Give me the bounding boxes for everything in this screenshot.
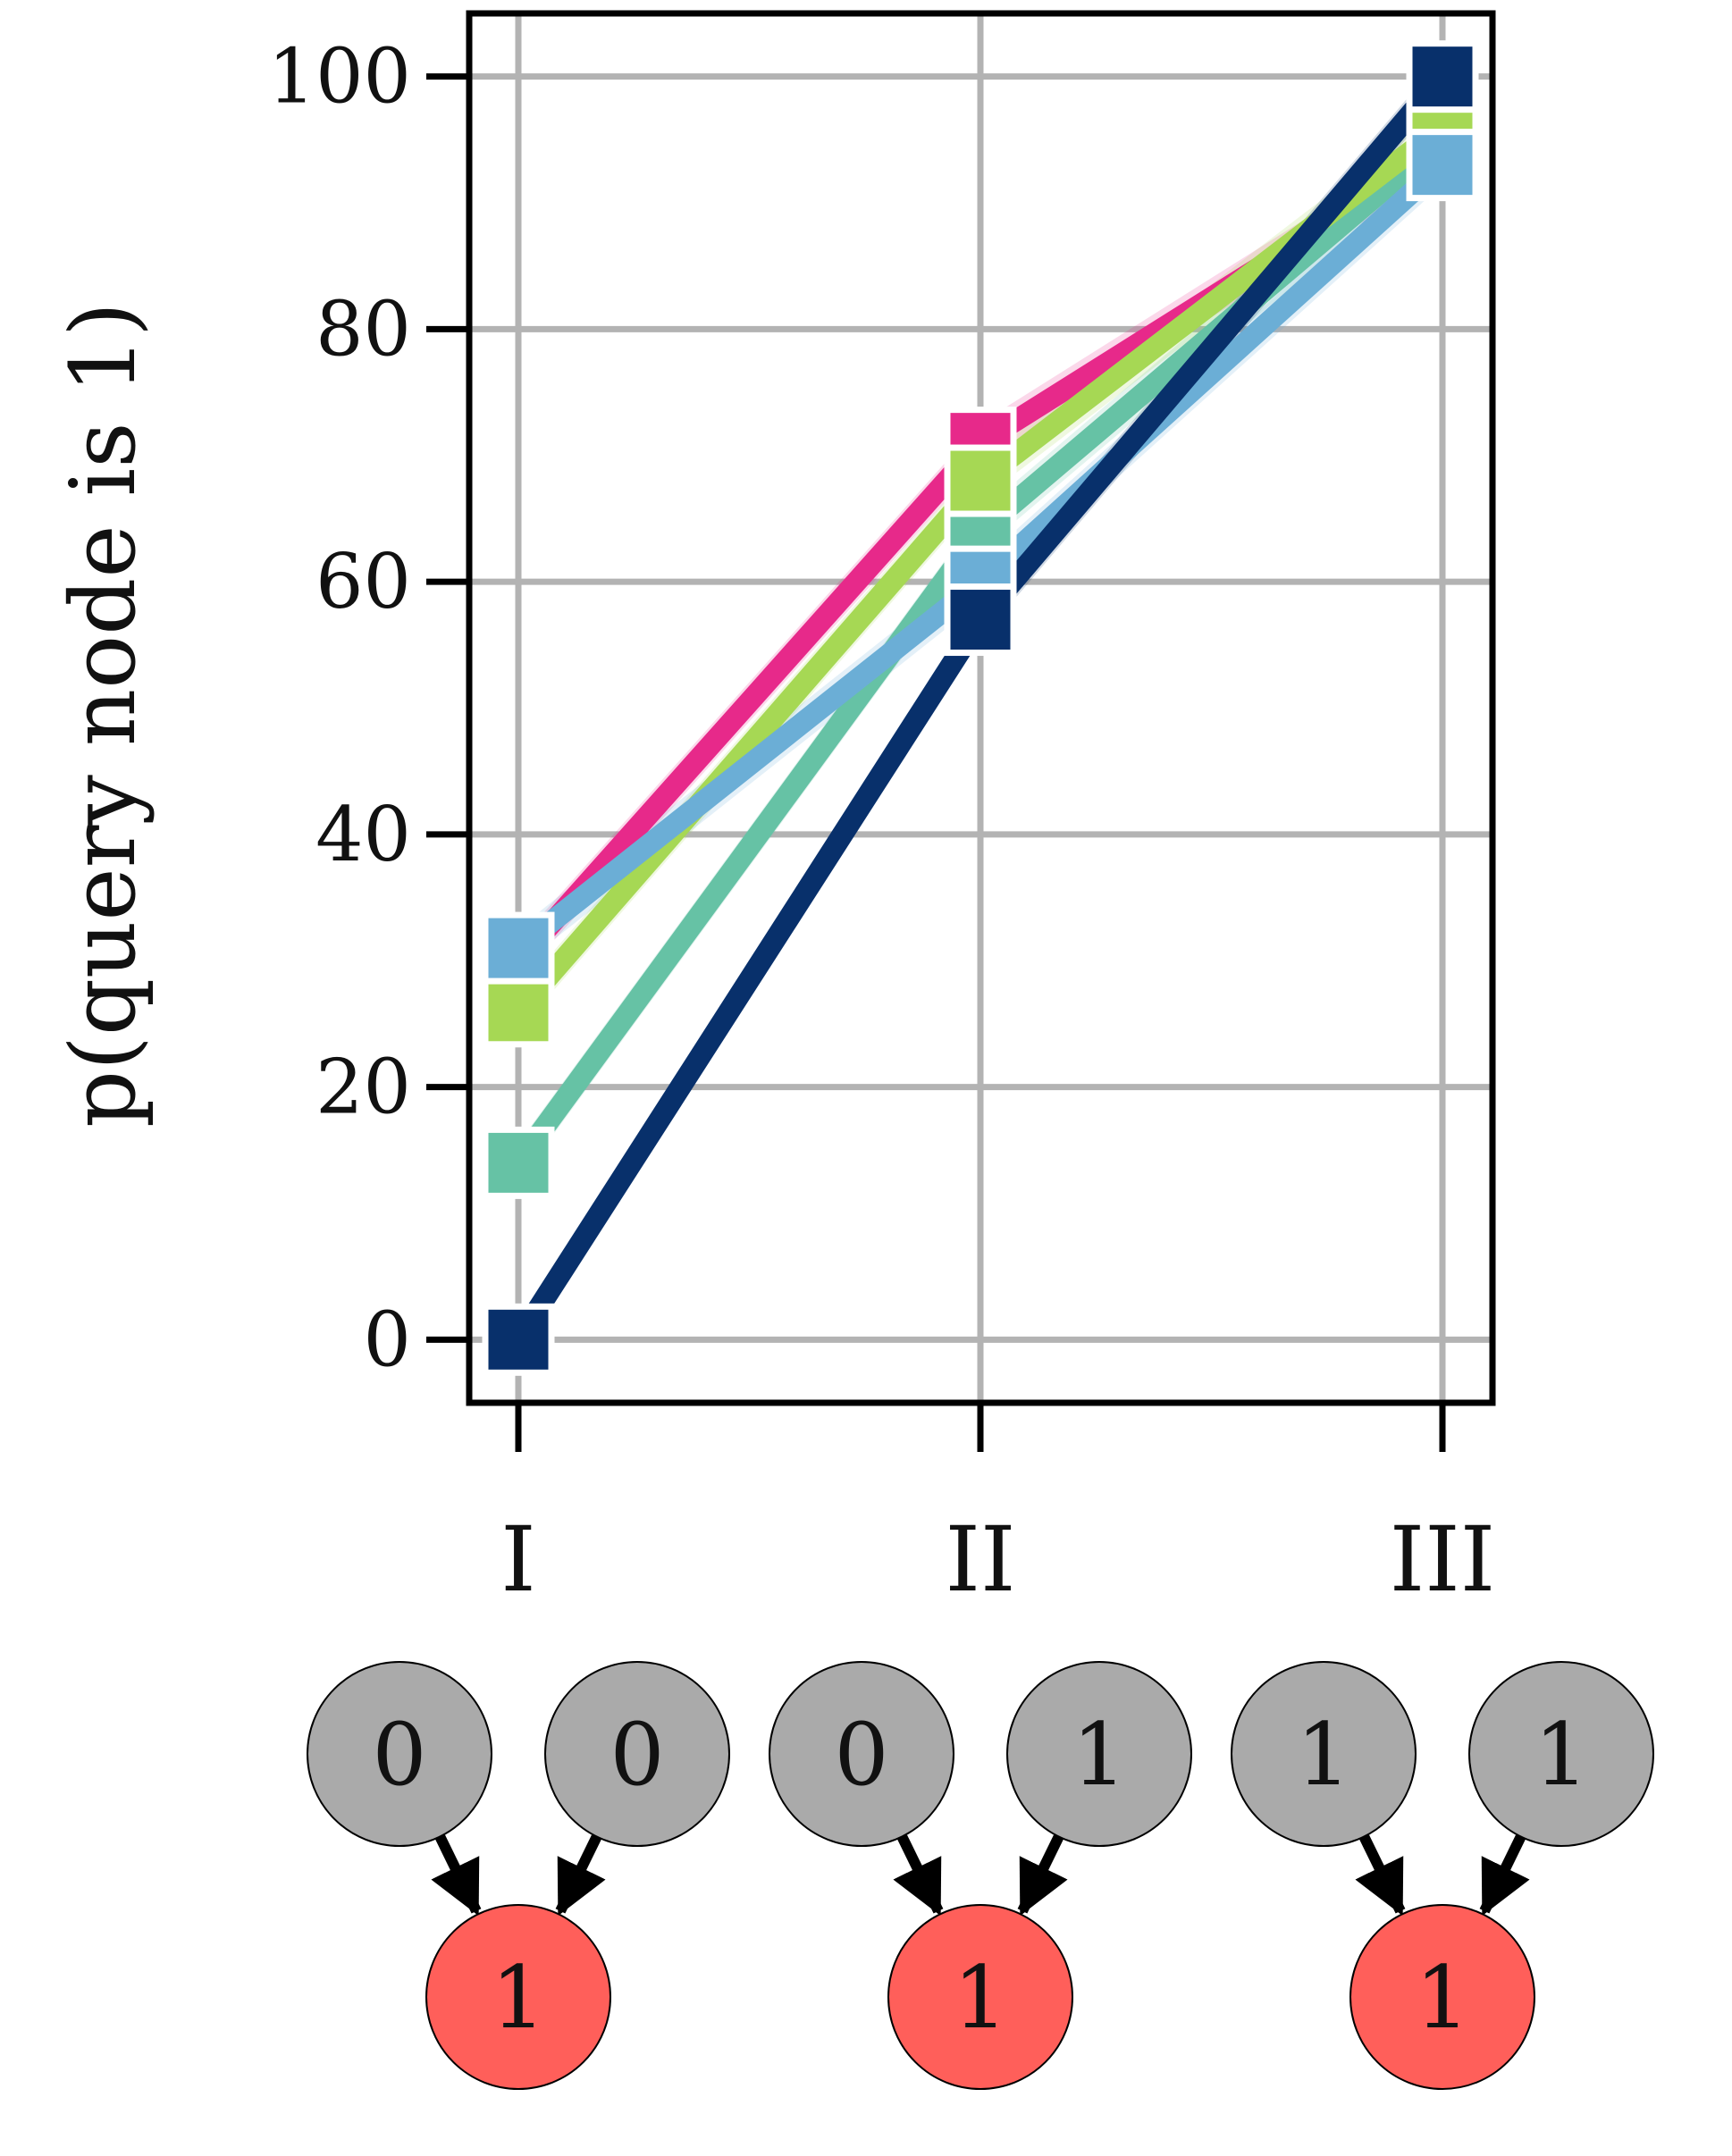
series-4-point-I	[482, 1303, 555, 1376]
y-tick-label-20: 20	[315, 1044, 411, 1131]
series-markers	[482, 40, 1479, 1376]
parent-node	[544, 1661, 730, 1847]
parent-node	[769, 1661, 954, 1847]
edge-arrow	[431, 1833, 482, 1917]
parent-node-label: 0	[610, 1705, 664, 1805]
parent-node-label: 0	[372, 1705, 426, 1805]
query-node-label: 1	[1415, 1948, 1469, 2048]
parent-node	[1468, 1661, 1654, 1847]
query-node	[887, 1904, 1073, 2090]
y-tick-label-0: 0	[364, 1296, 411, 1383]
query-node-label: 1	[491, 1948, 545, 2048]
series-4-point-II	[944, 583, 1017, 657]
series-3-point-III	[1406, 129, 1479, 202]
y-tick-label-80: 80	[315, 285, 411, 373]
edge-arrow	[1017, 1833, 1068, 1917]
series-1-point-I	[482, 1126, 555, 1199]
edge-arrow	[1479, 1833, 1530, 1917]
query-node	[425, 1904, 611, 2090]
node-diagram-III: 1 1 1	[1231, 1661, 1654, 2090]
parent-node-label: 0	[834, 1705, 888, 1805]
y-tick-label-100: 100	[268, 33, 411, 121]
query-node	[1349, 1904, 1535, 2090]
x-tick-label-III: III	[1390, 1507, 1496, 1612]
series-3-point-I	[482, 911, 555, 985]
parent-node-label: 1	[1534, 1705, 1588, 1805]
y-tick-label-60: 60	[315, 538, 411, 625]
node-diagrams: 0 0 1 0 1 1 1 1 1	[307, 1661, 1654, 2090]
parent-node	[1006, 1661, 1192, 1847]
parent-node	[307, 1661, 492, 1847]
edge-arrow	[893, 1833, 944, 1917]
node-diagram-I: 0 0 1	[307, 1661, 730, 2090]
parent-node-label: 1	[1072, 1705, 1126, 1805]
query-node-label: 1	[953, 1948, 1007, 2048]
x-tick-label-I: I	[500, 1507, 536, 1612]
x-tick-label-II: II	[945, 1507, 1015, 1612]
y-tick-label-40: 40	[315, 791, 411, 878]
edge-arrow	[1355, 1833, 1406, 1917]
edge-arrow	[555, 1833, 606, 1917]
node-diagram-II: 0 1 1	[769, 1661, 1192, 2090]
series-2-point-II	[944, 444, 1017, 517]
series-4-point-III	[1406, 40, 1479, 113]
series-2-point-I	[482, 975, 555, 1048]
parent-node-label: 1	[1296, 1705, 1350, 1805]
y-axis-label: p(query node is 1)	[51, 302, 156, 1128]
parent-node	[1231, 1661, 1417, 1847]
